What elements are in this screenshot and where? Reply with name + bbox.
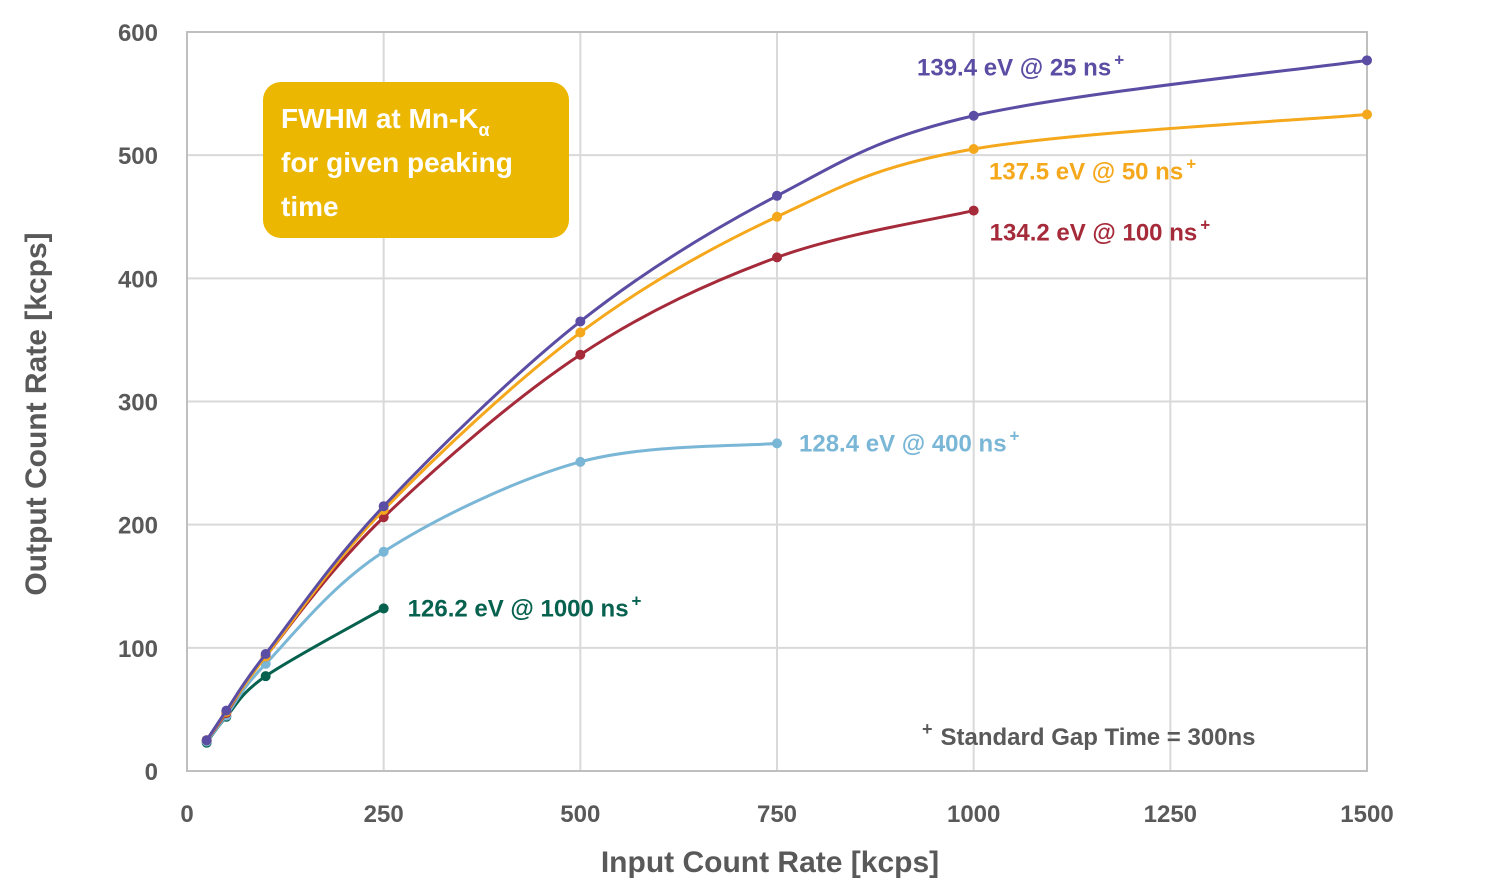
- series-label: 126.2 eV @ 1000 ns +: [408, 591, 642, 622]
- gap-time-note-text: Standard Gap Time = 300ns: [941, 724, 1256, 751]
- y-tick-label: 100: [118, 636, 158, 663]
- x-tick-label: 0: [180, 801, 193, 828]
- data-point: [575, 327, 586, 338]
- data-point: [260, 671, 271, 682]
- x-axis-title: Input Count Rate [kcps]: [601, 846, 939, 879]
- series-5: [201, 603, 389, 748]
- data-point: [201, 735, 212, 746]
- data-point: [968, 110, 979, 121]
- callout-line-3: time: [281, 191, 339, 222]
- series-line: [205, 607, 385, 744]
- y-tick-label: 500: [118, 143, 158, 170]
- callout-subscript: α: [479, 120, 490, 140]
- data-point: [378, 603, 389, 614]
- data-point: [260, 648, 271, 659]
- x-tick-label: 500: [560, 801, 600, 828]
- plot-frame: [186, 31, 1368, 772]
- series-1: [201, 55, 1372, 746]
- data-point: [575, 349, 586, 360]
- series-label: 137.5 eV @ 50 ns +: [989, 155, 1196, 186]
- callout-line-2: for given peaking: [281, 147, 513, 178]
- x-tick-label: 1000: [947, 801, 1000, 828]
- callout-background: [263, 82, 569, 238]
- callout-box: FWHM at Mn-Kα for given peaking time: [263, 82, 569, 238]
- series-4: [201, 438, 782, 747]
- data-point: [772, 252, 782, 263]
- y-axis-title: Output Count Rate [kcps]: [20, 232, 53, 595]
- data-point: [772, 211, 782, 222]
- series-label: 128.4 eV @ 400 ns +: [799, 426, 1020, 457]
- gap-time-note-marker: +: [922, 719, 933, 739]
- series-labels: 139.4 eV @ 25 ns + 137.5 eV @ 50 ns + 134.2 …: [408, 50, 1211, 622]
- data-point: [772, 438, 782, 449]
- gap-time-note: + Standard Gap Time = 300ns: [922, 719, 1256, 751]
- data-point: [968, 144, 979, 155]
- data-point: [378, 512, 389, 523]
- series-label: 139.4 eV @ 25 ns +: [917, 50, 1124, 81]
- y-tick-label: 300: [118, 390, 158, 417]
- series-lines: [201, 55, 1372, 748]
- data-point: [378, 546, 389, 557]
- data-point: [221, 705, 232, 716]
- x-tick-label: 1500: [1340, 801, 1393, 828]
- series-line: [205, 441, 778, 743]
- data-point: [968, 205, 979, 216]
- data-point: [1362, 109, 1372, 120]
- data-point: [378, 501, 389, 512]
- y-tick-label: 400: [118, 266, 158, 293]
- data-point: [1362, 55, 1372, 66]
- data-point: [575, 316, 586, 327]
- x-tick-label: 750: [757, 801, 797, 828]
- data-point: [575, 456, 586, 467]
- series-3: [201, 205, 979, 746]
- x-tick-label: 1250: [1144, 801, 1197, 828]
- y-tick-label: 200: [118, 513, 158, 540]
- callout-line-1: FWHM at Mn-Kα: [281, 103, 490, 140]
- y-tick-label: 0: [145, 759, 158, 786]
- axes: 0 100 200 300 400 500 600 0 250 500 750 1000 1250 150…: [118, 20, 1394, 828]
- series-line: [205, 209, 975, 742]
- x-tick-label: 250: [364, 801, 404, 828]
- series-label: 134.2 eV @ 100 ns +: [990, 216, 1211, 247]
- data-point: [772, 190, 782, 201]
- y-tick-label: 600: [118, 20, 158, 47]
